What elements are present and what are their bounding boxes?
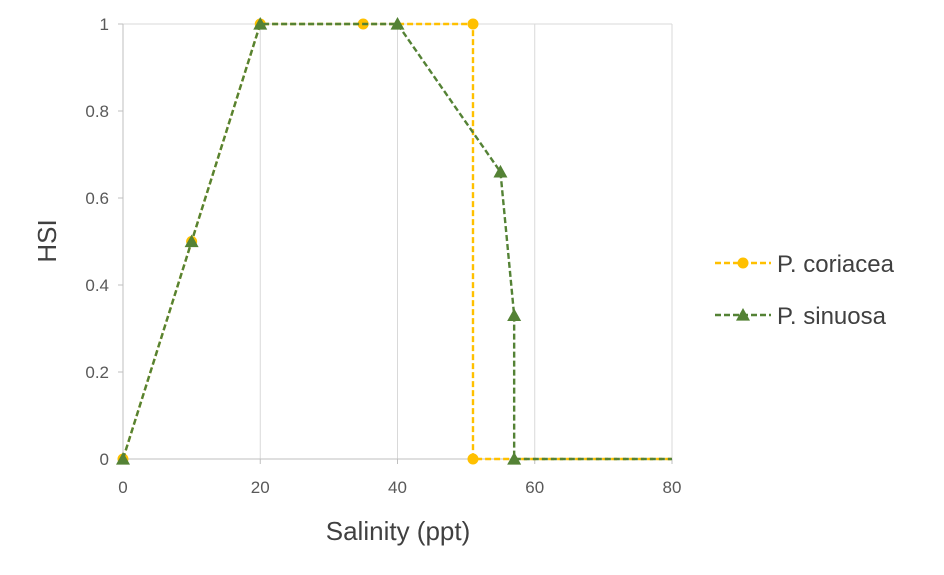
series-1 [116,17,672,465]
data-point-1-0 [116,452,130,465]
data-point-1-2 [253,17,268,30]
legend: P. coriacea P. sinuosa [715,251,895,330]
grid-lines [123,23,673,459]
series-line-1 [121,22,672,461]
x-tick-label-4: 80 [663,478,682,497]
axes [118,23,673,464]
y-tick-label-5: 1 [100,15,109,34]
y-tick-label-4: 0.8 [85,102,109,121]
data-point-1-5 [507,308,522,322]
y-tick-label-0: 0 [100,450,109,469]
legend-item-1: P. sinuosa [715,303,887,330]
data-point-1-4 [493,164,508,178]
series-layer [116,17,672,465]
legend-label-0: P. coriacea [777,251,895,278]
data-point-1-1 [184,234,199,248]
x-axis-title: Salinity (ppt) [326,516,471,546]
tick-labels: 0 0.2 0.4 0.6 0.8 1 0 20 40 60 80 [85,15,681,497]
legend-marker-1 [736,308,750,321]
x-tick-label-3: 60 [525,478,544,497]
y-tick-label-1: 0.2 [85,363,109,382]
y-axis-title: HSI [32,219,62,262]
legend-item-0: P. coriacea [715,251,895,278]
data-point-0-4 [467,18,479,30]
legend-label-1: P. sinuosa [777,303,887,330]
data-point-1-6 [507,452,522,465]
x-tick-label-2: 40 [388,478,407,497]
x-tick-label-1: 20 [251,478,270,497]
series-0 [117,18,672,465]
data-point-0-5 [467,453,479,465]
legend-marker-0 [737,257,749,269]
y-tick-label-3: 0.6 [85,189,109,208]
data-point-1-3 [390,17,405,30]
y-tick-label-2: 0.4 [85,276,109,295]
x-tick-label-0: 0 [118,478,127,497]
